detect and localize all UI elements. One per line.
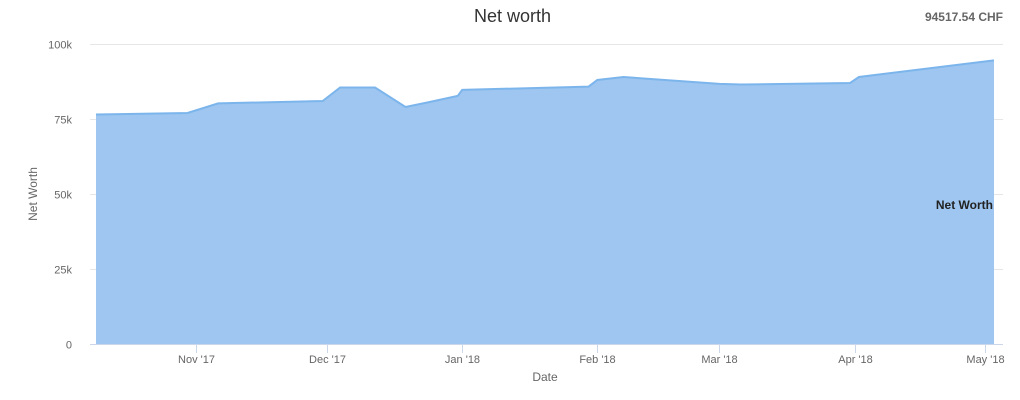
y-tick-label: 100k — [48, 40, 72, 52]
net-worth-total: 94517.54 CHF — [924, 10, 1003, 24]
x-tick-label: Jan '18 — [445, 354, 480, 366]
x-tick-label: May '18 — [966, 354, 1004, 366]
x-tick-label: Dec '17 — [309, 354, 346, 366]
x-tick-label: Mar '18 — [701, 354, 737, 366]
series-area-net-worth — [96, 60, 994, 345]
y-tick-label: 50k — [54, 190, 72, 202]
x-axis: Nov '17 Dec '17 Jan '18 Feb '18 Mar '18 Apr '… — [90, 344, 1005, 366]
y-axis-ticks: 0 25k 50k 75k 100k — [48, 40, 72, 352]
y-axis-title: Net Worth — [26, 167, 40, 221]
y-tick-label: 25k — [54, 265, 72, 277]
x-tick-label: Nov '17 — [178, 354, 215, 366]
chart-title: Net worth — [473, 6, 552, 26]
x-axis-title: Date — [532, 370, 558, 384]
series-label-net-worth: Net Worth — [936, 198, 993, 212]
series-line-net-worth — [95, 59, 995, 116]
plot-area — [95, 59, 995, 345]
y-tick-label: 75k — [54, 115, 72, 127]
x-tick-label: Apr '18 — [838, 354, 873, 366]
x-tick-label: Feb '18 — [579, 354, 615, 366]
y-tick-label: 0 — [66, 340, 72, 352]
